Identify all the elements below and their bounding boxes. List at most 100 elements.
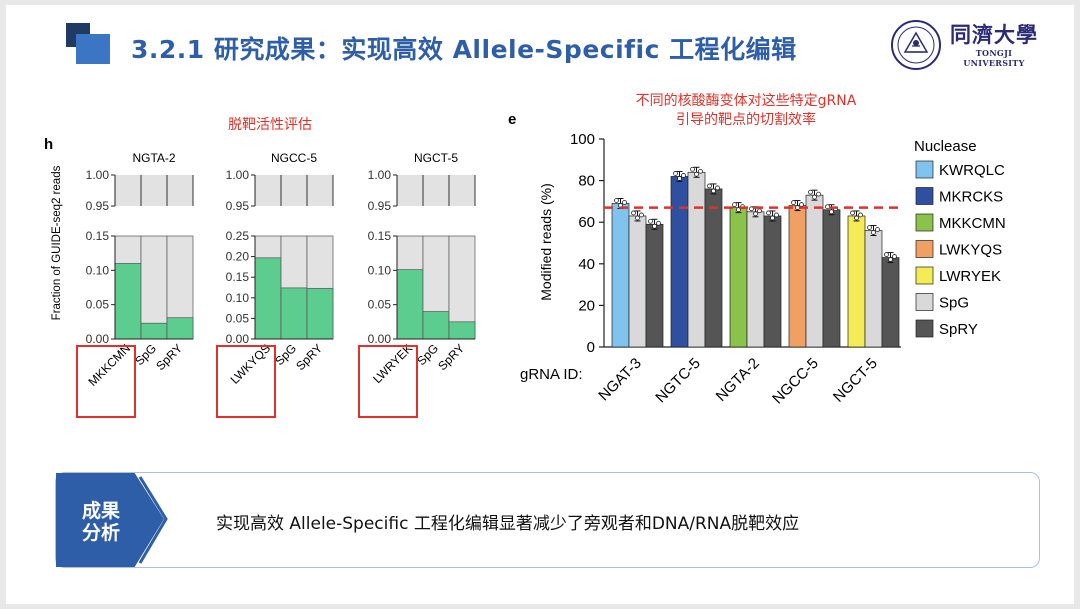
legend-label: SpRY (939, 321, 978, 338)
replicate-dot (808, 189, 813, 195)
replicate-dot (770, 215, 775, 221)
result-tag-line1: 成果 (81, 500, 120, 522)
cleavage-annotation-line2: 引导的靶点的切割效率 (676, 112, 816, 128)
replicate-dot (711, 188, 716, 194)
y-tick-label: 0.10 (368, 263, 392, 277)
bar-lwkyqs (788, 205, 807, 348)
group-label: NGAT-3 (595, 355, 645, 405)
replicate-dot (681, 173, 686, 178)
bar-spry (881, 257, 900, 348)
replicate-dot (871, 230, 876, 235)
y-tick-label: 0.15 (368, 229, 392, 243)
replicate-dot (867, 225, 872, 230)
bar (422, 311, 450, 340)
replicate-dot (774, 212, 779, 218)
result-summary: 实现高效 Allele-Specific 工程化编辑显著减少了旁观者和DNA/R… (216, 514, 800, 534)
replicate-dot (690, 166, 695, 172)
header-decoration-accent (76, 34, 110, 64)
category-label: SpRY (153, 341, 185, 373)
legend-label: KWRQLC (939, 162, 1005, 179)
replicate-dot (656, 220, 661, 226)
group-label: NGTA-2 (713, 355, 763, 405)
replicate-dot (707, 183, 712, 189)
replicate-dot (631, 210, 636, 216)
replicate-dot (652, 223, 657, 229)
subplot-title: NGCC-5 (271, 151, 317, 165)
bar (448, 321, 476, 340)
replicate-dot (795, 205, 800, 210)
bar-spry (704, 188, 723, 348)
subplot-title: NGTA-2 (132, 151, 175, 165)
bar-mkkcmn (729, 207, 748, 348)
y-tick-label: 0.95 (226, 199, 250, 213)
group-label: NGTC-5 (652, 355, 704, 407)
y-tick-label: 0.25 (226, 229, 250, 243)
y-tick-label: 0.00 (368, 332, 392, 346)
y-tick-label: 0.05 (368, 298, 392, 312)
upper-segment-bg (255, 175, 333, 206)
y-tick-label: 1.00 (368, 168, 392, 182)
group-label: NGCC-5 (769, 355, 822, 408)
legend-swatch (915, 266, 934, 285)
replicate-dot (639, 212, 644, 218)
y-tick-label: 20 (578, 297, 595, 314)
replicate-dot (635, 215, 640, 221)
logo-cn-text: 同濟大學 (950, 22, 1038, 47)
subplot-title: NGCT-5 (414, 151, 458, 165)
slide-title: 3.2.1 研究成果：实现高效 Allele-Specific 工程化编辑 (131, 35, 797, 64)
replicate-dot (622, 200, 627, 205)
result-tag (56, 473, 168, 567)
legend-swatch (915, 213, 934, 232)
replicate-dot (858, 212, 863, 218)
bar (306, 287, 334, 340)
bar (140, 322, 168, 340)
replicate-dot (825, 204, 830, 210)
replicate-dot (677, 176, 682, 181)
legend-label: LWRYEK (939, 268, 1001, 285)
replicate-dot (812, 194, 817, 200)
category-label: SpRY (293, 341, 325, 373)
bar (254, 257, 282, 340)
replicate-dot (673, 171, 678, 176)
panel-label-h: h (44, 136, 53, 153)
replicate-dot (884, 252, 889, 257)
y-tick-label: 0.15 (86, 229, 110, 243)
bar (114, 263, 142, 340)
category-label: SpRY (435, 341, 467, 373)
result-tag-line2: 分析 (81, 522, 120, 544)
legend-label: LWKYQS (939, 242, 1002, 259)
y-tick-label: 0.00 (86, 332, 110, 346)
upper-segment-bg (115, 175, 193, 206)
replicate-dot (816, 191, 821, 197)
bar-spg (746, 211, 765, 348)
replicate-dot (749, 206, 754, 212)
bar (280, 287, 308, 340)
bar-spry (763, 215, 782, 348)
offtarget-annotation: 脱靶活性评估 (228, 117, 312, 133)
bar-spg (805, 194, 824, 348)
y-tick-label: 0.95 (368, 199, 392, 213)
highlight-box (216, 345, 276, 418)
y-tick-label: 0.10 (226, 291, 250, 305)
offtarget-y-label: Fraction of GUIDE-seq2 reads (51, 165, 63, 320)
legend-label: SpG (939, 295, 969, 312)
highlight-box (76, 345, 136, 418)
y-tick-label: 0.20 (226, 250, 250, 264)
y-tick-label: 1.00 (226, 168, 250, 182)
legend-label: MKKCMN (939, 215, 1006, 232)
y-tick-label: 80 (578, 173, 595, 190)
x-axis-label: gRNA ID: (520, 366, 583, 383)
result-tag-label: 成果 分析 (72, 500, 130, 544)
offtarget-chart: h Fraction of GUIDE-seq2 reads NGTA-2 0.00 0… (44, 136, 476, 418)
y-tick-label: 0.05 (226, 311, 250, 325)
replicate-dot (732, 202, 737, 208)
group-label: NGCT-5 (830, 355, 881, 406)
category-label: MKKCMN (86, 341, 134, 389)
replicate-dot (614, 198, 619, 203)
legend-swatch (915, 293, 934, 311)
highlight-box (358, 345, 418, 418)
y-tick-label: 60 (578, 214, 595, 231)
y-tick-label: 40 (578, 256, 595, 273)
y-tick-label: 0.95 (86, 199, 110, 213)
